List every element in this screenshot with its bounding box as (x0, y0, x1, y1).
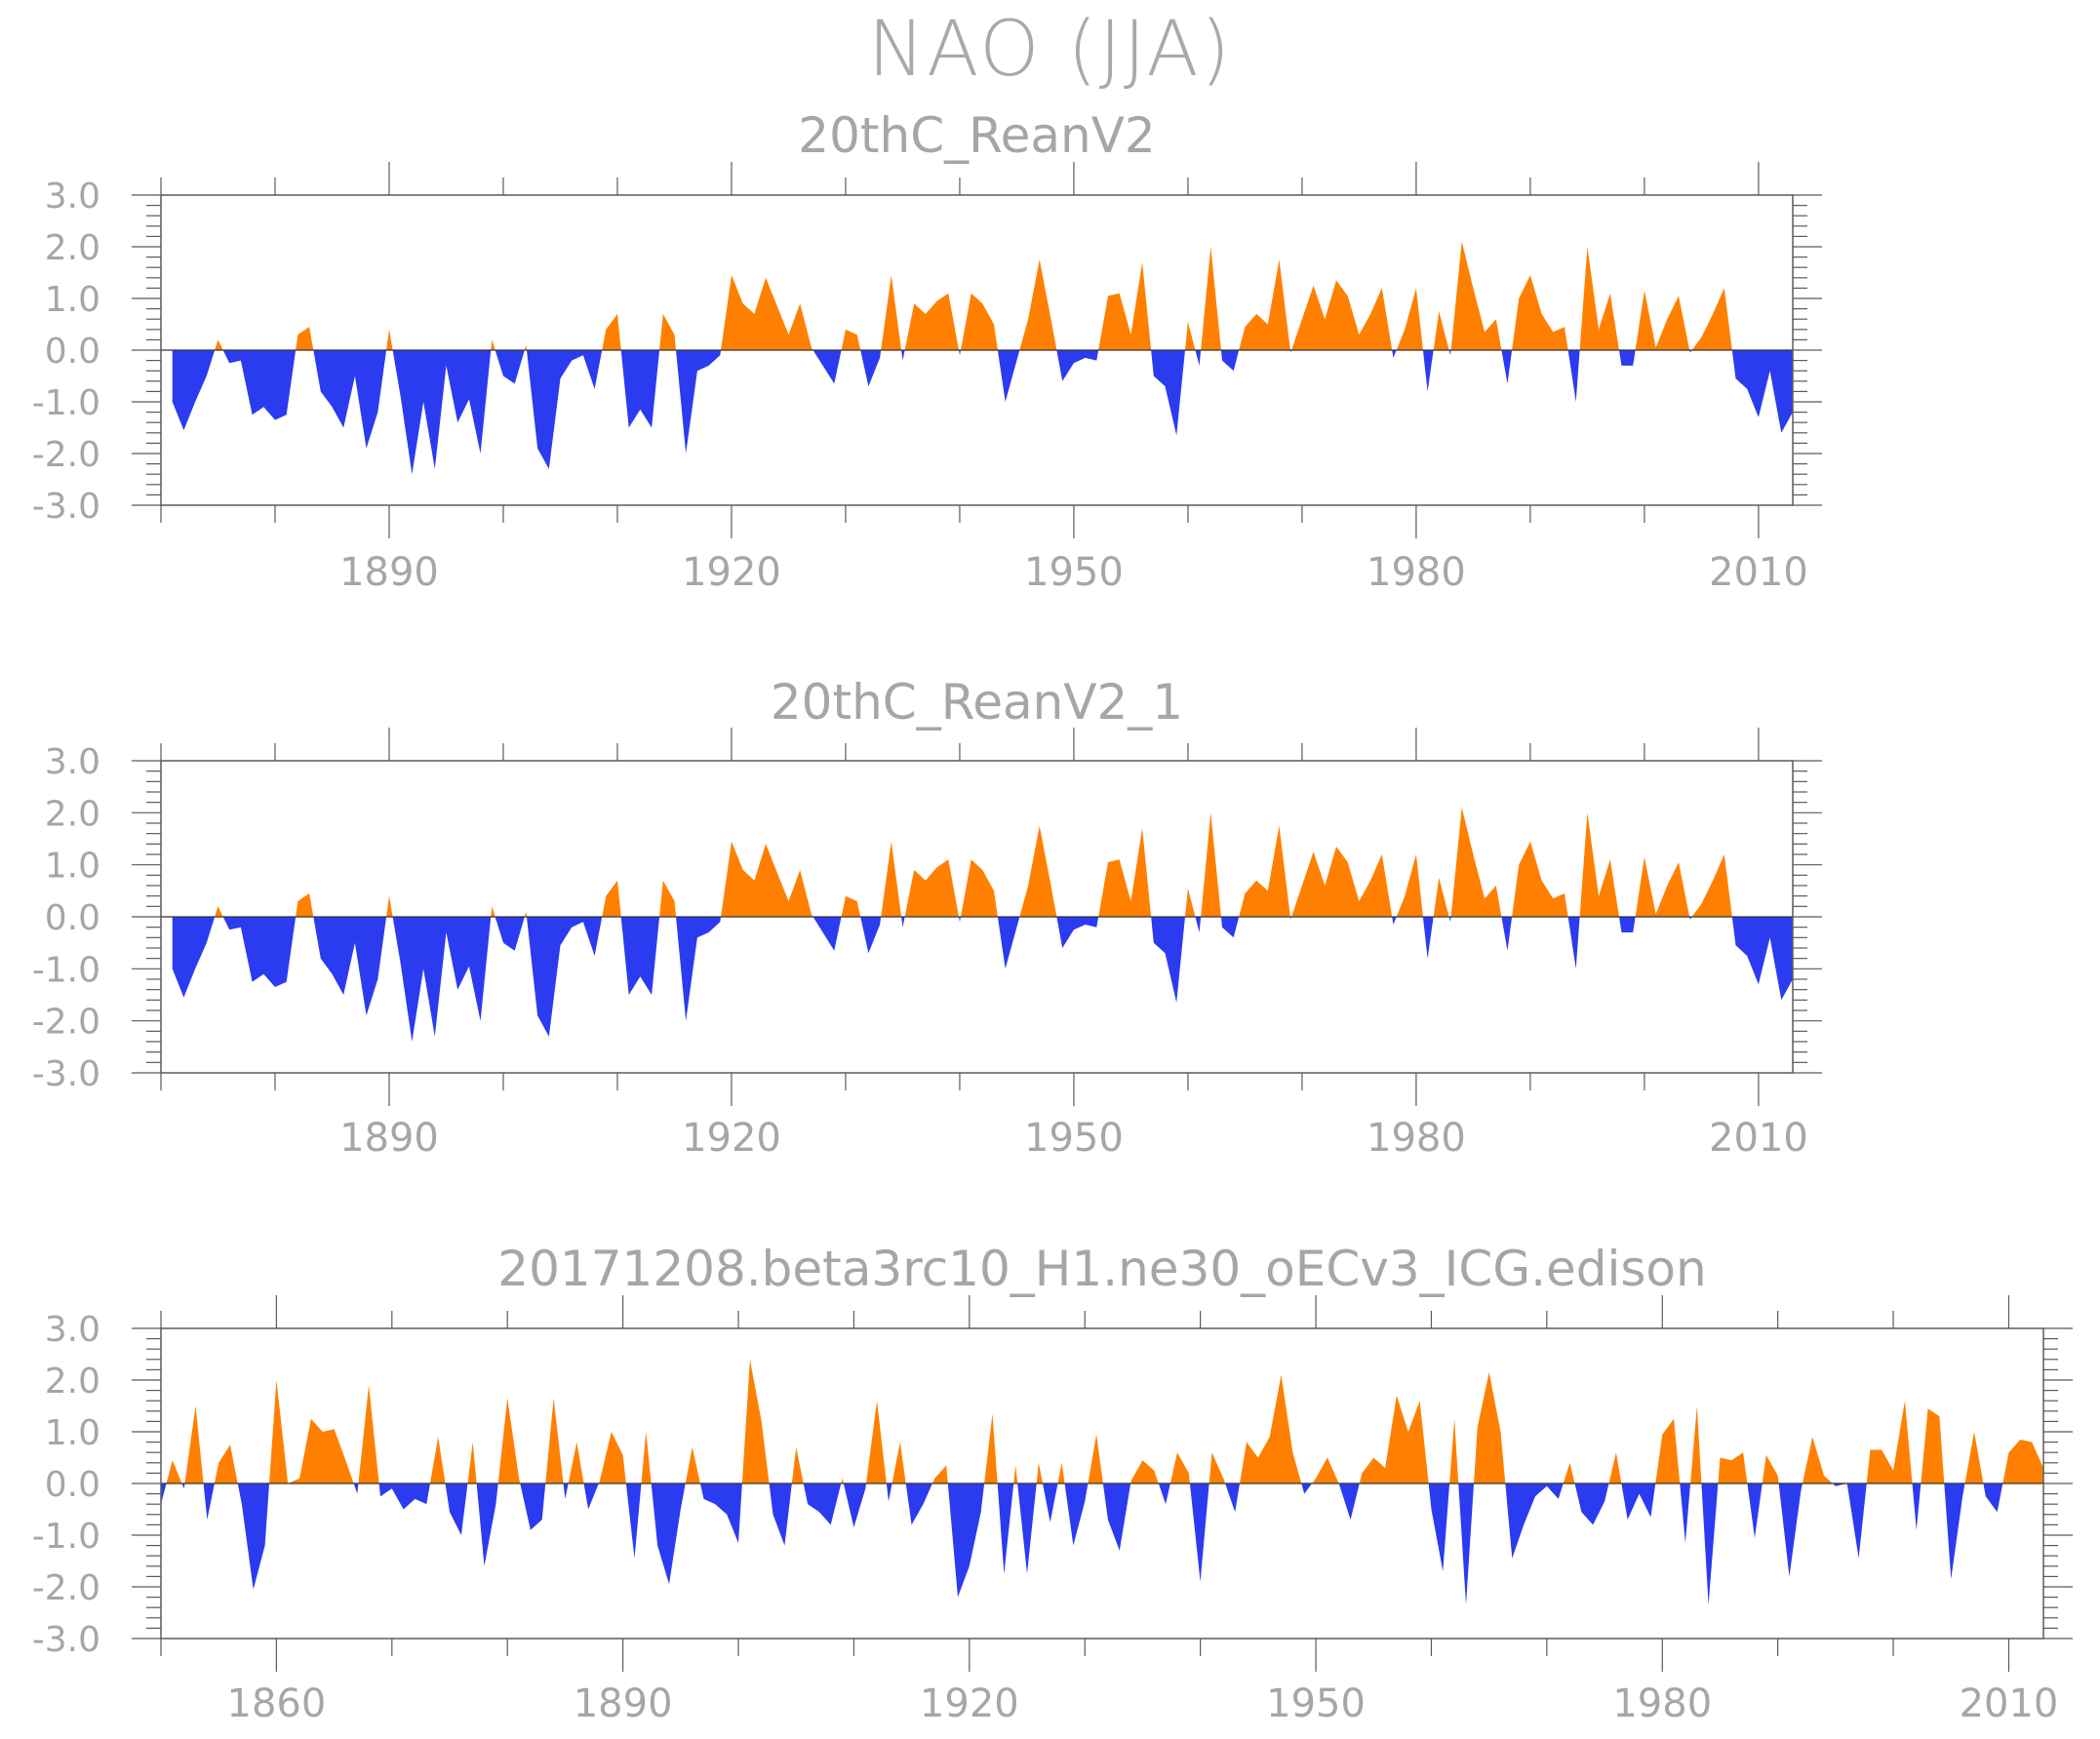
panel-3: 3.0 2.0 1.0 0.0 -1.0 -2.0 -3.0 1860 1890 1920 1950… (32, 1241, 2073, 1726)
y-tick-label: 0.0 (45, 1465, 100, 1505)
x-tick-label: 1950 (1024, 1116, 1124, 1161)
negative-area (172, 917, 1793, 1042)
x-tick-label: 1920 (920, 1681, 1019, 1726)
y-tick-label: -2.0 (32, 1568, 100, 1608)
y-tick-label: 1.0 (45, 280, 100, 320)
y-tick-label: -1.0 (32, 383, 100, 423)
panel-title: 20thC_ReanV2_1 (771, 674, 1183, 731)
y-tick-label: -1.0 (32, 950, 100, 990)
x-tick-label: 2010 (1709, 1116, 1808, 1161)
y-tick-label: -2.0 (32, 1003, 100, 1043)
x-tick-label: 1860 (227, 1681, 327, 1726)
positive-area (161, 1359, 2043, 1483)
x-tick-label: 1980 (1367, 550, 1466, 595)
x-tick-label: 1950 (1024, 550, 1124, 595)
y-tick-label: 2.0 (45, 1362, 100, 1402)
x-tick-label: 2010 (1960, 1681, 2059, 1726)
y-tick-label: -1.0 (32, 1517, 100, 1557)
panel-title: 20thC_ReanV2 (798, 107, 1155, 164)
positive-area (172, 241, 1793, 350)
y-tick-label: 1.0 (45, 847, 100, 887)
x-tick-label: 1950 (1266, 1681, 1366, 1726)
y-tick-label: 1.0 (45, 1413, 100, 1453)
y-tick-label: 2.0 (45, 794, 100, 834)
x-tick-label: 1920 (682, 550, 781, 595)
negative-area (172, 350, 1793, 475)
panel-title: 20171208.beta3rc10_H1.ne30_oECv3_ICG.edi… (497, 1241, 1706, 1297)
x-tick-label: 2010 (1709, 550, 1808, 595)
y-tick-label: 0.0 (45, 898, 100, 938)
x-tick-label: 1980 (1367, 1116, 1466, 1161)
y-tick-label: -3.0 (32, 1620, 100, 1660)
x-tick-label: 1920 (682, 1116, 781, 1161)
x-tick-label: 1890 (339, 550, 439, 595)
y-tick-label: 2.0 (45, 228, 100, 268)
y-tick-label: -3.0 (32, 1054, 100, 1094)
figure-title: NAO (JJA) (867, 6, 1233, 94)
panel-2: 3.0 2.0 1.0 0.0 -1.0 -2.0 -3.0 1890 1920 1950 1980… (32, 674, 1822, 1161)
x-tick-label: 1890 (574, 1681, 673, 1726)
negative-area (161, 1483, 2043, 1605)
y-tick-label: -2.0 (32, 435, 100, 475)
x-tick-label: 1980 (1612, 1681, 1712, 1726)
x-tick-label: 1890 (339, 1116, 439, 1161)
y-tick-label: 3.0 (45, 1310, 100, 1350)
panel-1: 3.0 2.0 1.0 0.0 -1.0 -2.0 -3.0 1890 1920 1950 1980… (32, 107, 1822, 595)
y-tick-label: 3.0 (45, 742, 100, 782)
y-tick-label: 3.0 (45, 177, 100, 217)
positive-area (172, 808, 1793, 917)
y-tick-label: -3.0 (32, 487, 100, 527)
y-tick-label: 0.0 (45, 332, 100, 372)
